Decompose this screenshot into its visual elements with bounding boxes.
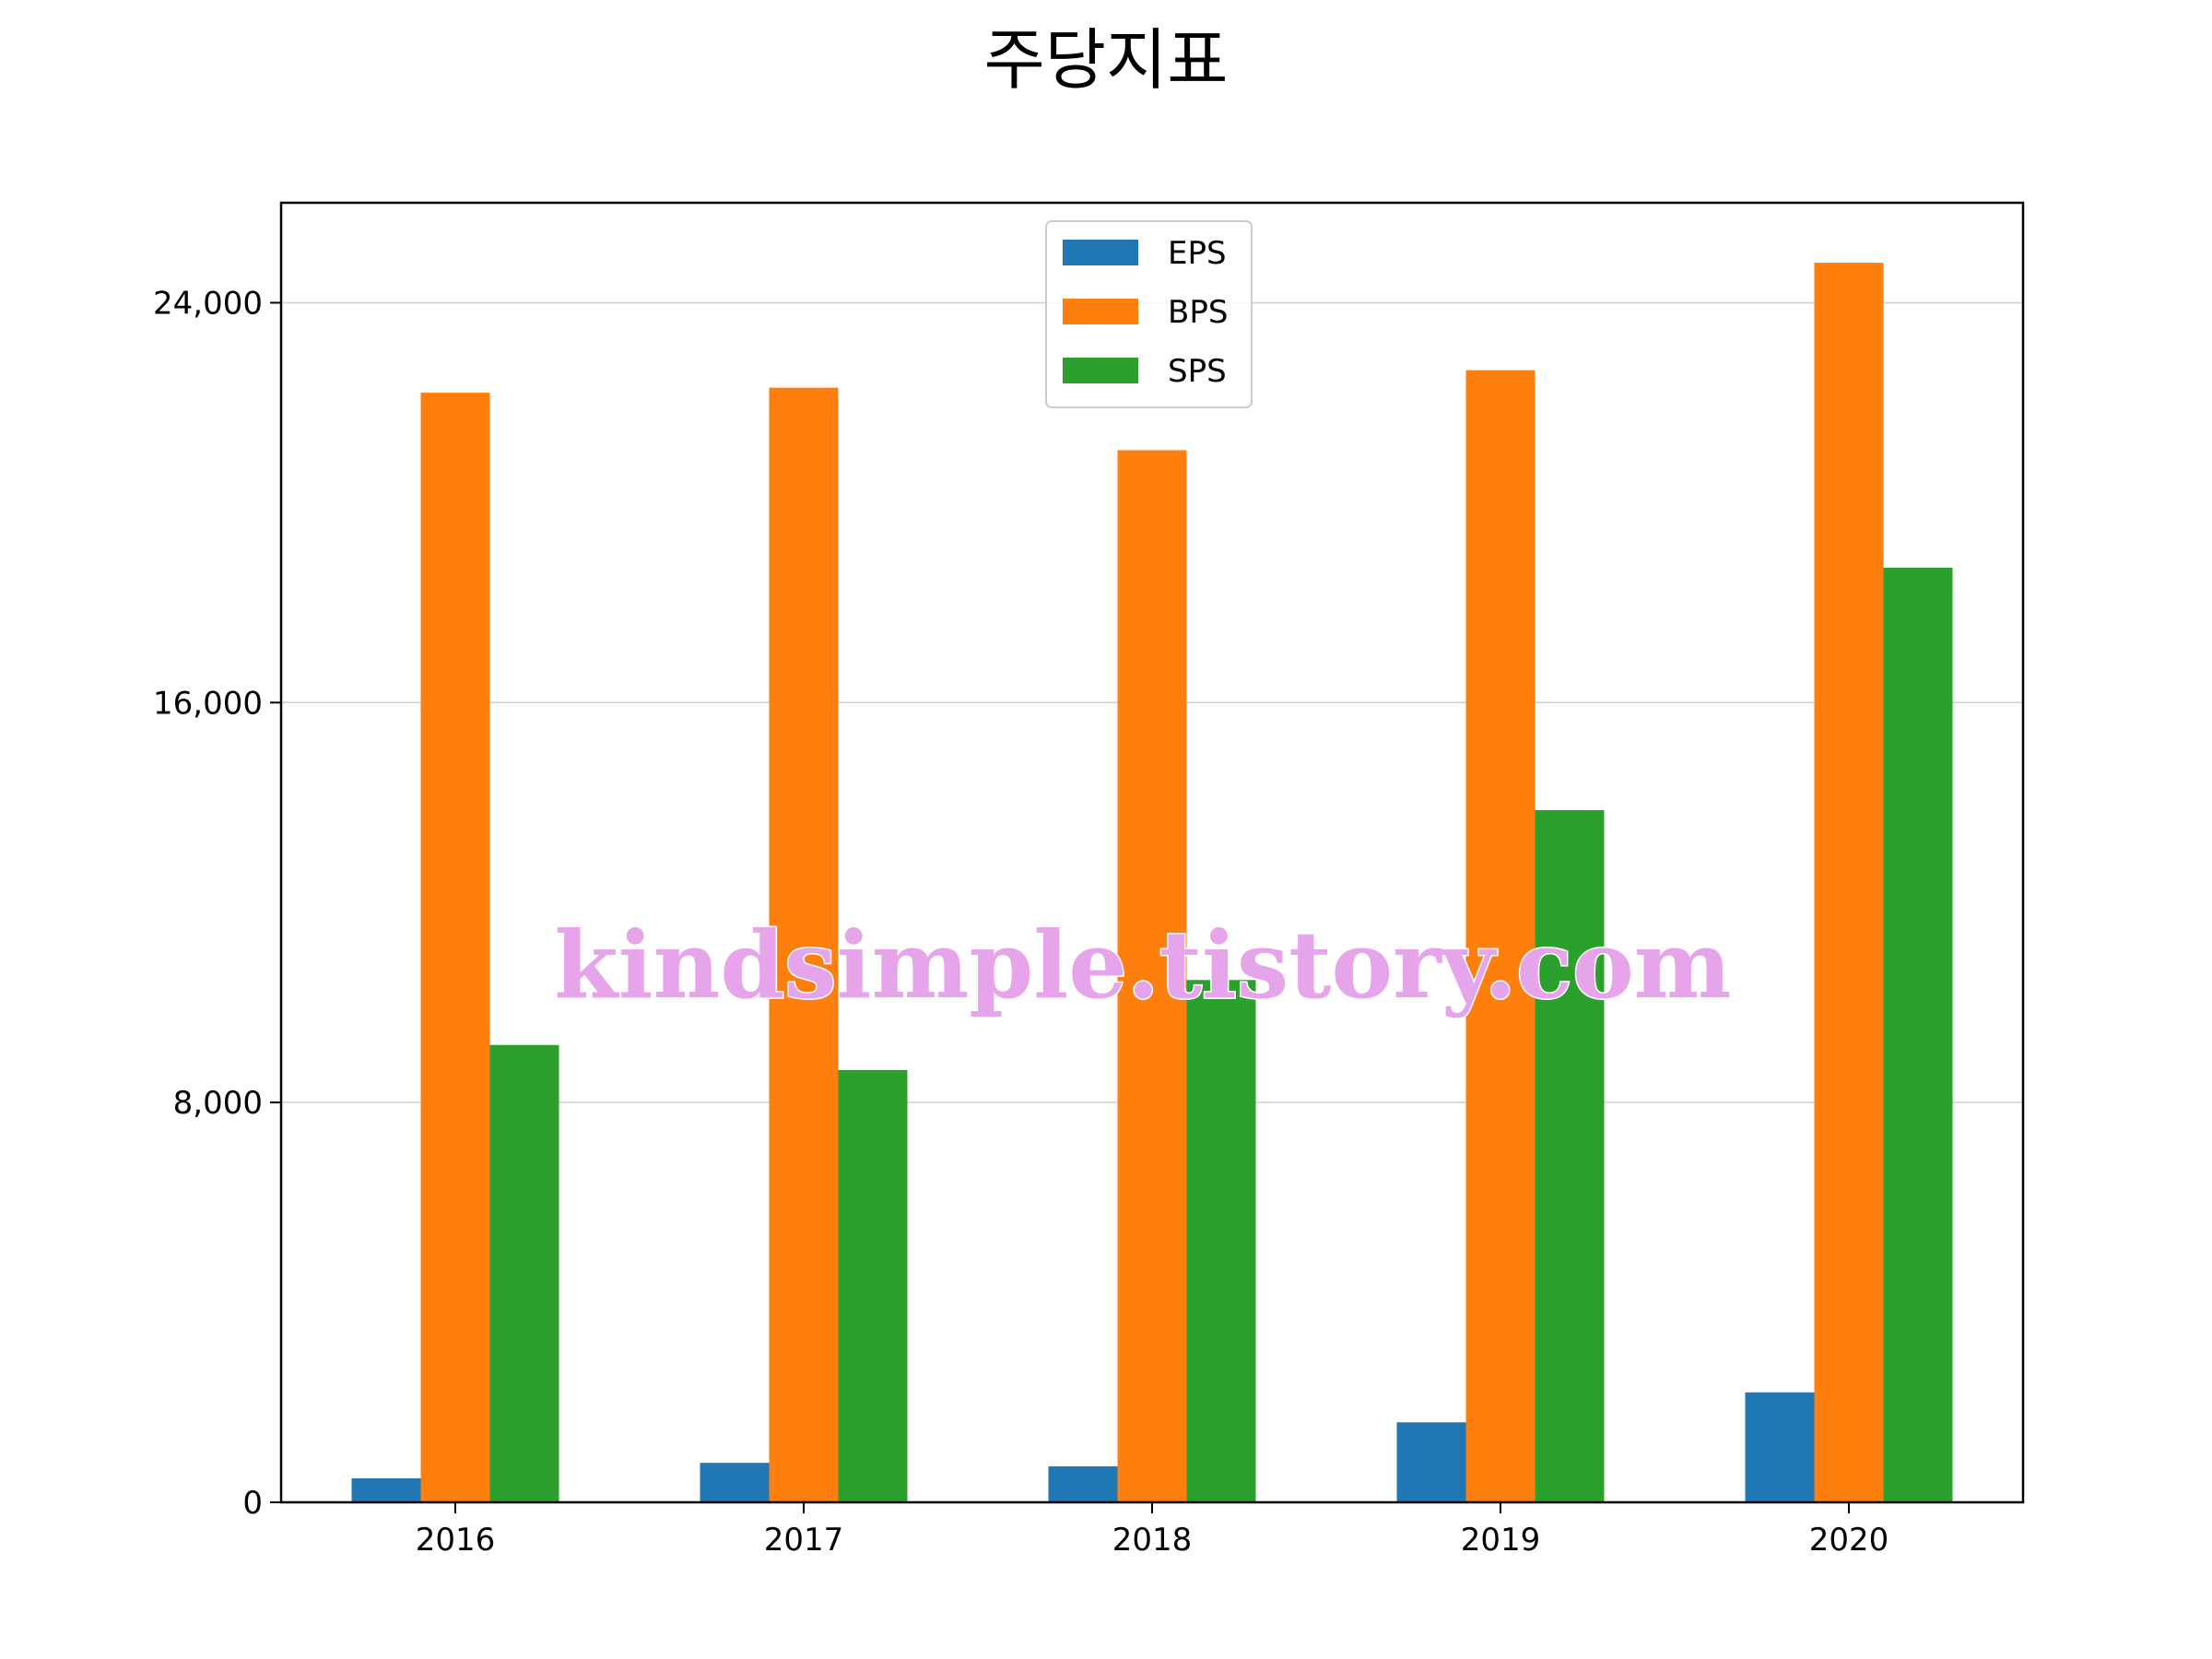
x-tick-label: 2017	[764, 1522, 844, 1559]
y-tick-label: 16,000	[153, 685, 263, 722]
x-tick-label: 2020	[1809, 1522, 1889, 1559]
bar-bps-2016	[420, 393, 490, 1503]
x-axis: 2016 2017 2018 2019 2020	[416, 1502, 1889, 1559]
legend-label-sps: SPS	[1168, 353, 1227, 390]
bar-bps-2017	[769, 387, 839, 1503]
legend: EPS BPS SPS	[1045, 220, 1253, 408]
legend-label-eps: EPS	[1168, 235, 1227, 272]
bars	[351, 263, 1953, 1503]
bar-eps-2020	[1745, 1392, 1815, 1502]
x-tick-label: 2018	[1112, 1522, 1193, 1559]
y-tick-label: 0	[242, 1485, 263, 1522]
x-tick-label: 2019	[1461, 1522, 1541, 1559]
chart-title: 주당지표	[984, 21, 1229, 99]
bar-eps-2017	[700, 1463, 770, 1502]
bar-sps-2020	[1883, 567, 1953, 1502]
bar-sps-2019	[1535, 809, 1605, 1502]
y-axis: 0 8,000 16,000 24,000	[153, 285, 281, 1522]
bar-sps-2018	[1186, 980, 1256, 1502]
y-tick-label: 8,000	[173, 1085, 263, 1122]
x-tick-label: 2016	[416, 1522, 496, 1559]
bar-bps-2019	[1465, 370, 1535, 1502]
bar-bps-2018	[1117, 450, 1187, 1502]
bar-eps-2016	[351, 1477, 421, 1502]
watermark: kindsimple.tistory.com	[554, 911, 1731, 1019]
bar-eps-2019	[1396, 1422, 1466, 1502]
bar-sps-2017	[838, 1069, 908, 1502]
bar-bps-2020	[1814, 263, 1884, 1503]
legend-label-bps: BPS	[1168, 294, 1228, 331]
legend-swatch-bps	[1063, 299, 1138, 324]
y-tick-label: 24,000	[153, 285, 263, 322]
bar-sps-2016	[489, 1044, 559, 1502]
legend-swatch-sps	[1063, 358, 1138, 383]
legend-swatch-eps	[1063, 240, 1138, 265]
bar-eps-2018	[1048, 1465, 1118, 1502]
